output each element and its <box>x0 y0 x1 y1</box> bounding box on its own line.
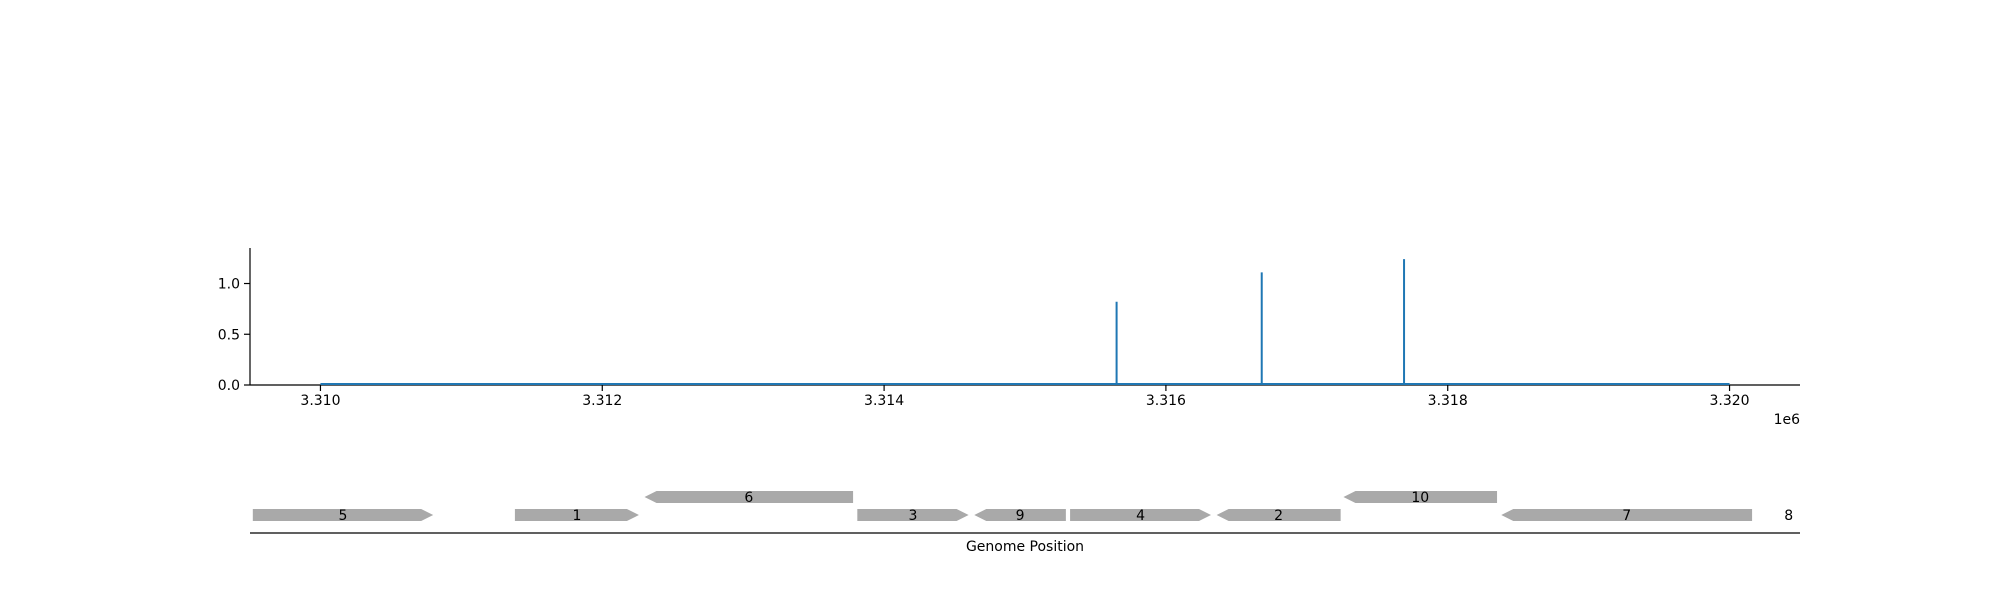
gene-arrow <box>974 509 1066 521</box>
x-axis-offset-label: 1e6 <box>1774 412 1801 428</box>
gene-label: 9 <box>1016 508 1025 524</box>
gene-map: 5 1 6 3 9 4 2 10 7 8 Genome Position <box>250 490 1800 555</box>
gene-label: 6 <box>744 490 753 506</box>
gene-label: 3 <box>909 508 918 524</box>
gene-label: 2 <box>1274 508 1283 524</box>
x-tick-label: 3.320 <box>1709 393 1749 409</box>
gene-arrow <box>1343 491 1498 503</box>
gene-label: 7 <box>1622 508 1631 524</box>
x-tick-label: 3.310 <box>300 393 340 409</box>
gene-label: 1 <box>572 508 581 524</box>
gene-label: 10 <box>1411 490 1429 506</box>
signal-plot: 0.0 0.5 1.0 3.310 3.312 3.314 3.316 3.318 3.320… <box>218 248 1800 428</box>
gene-label: 5 <box>339 508 348 524</box>
gene-arrow <box>252 509 434 521</box>
gene-arrows: 5 1 6 3 9 4 2 10 7 8 <box>252 490 1793 524</box>
gene-arrow <box>1070 509 1211 521</box>
gene-arrow <box>644 491 854 503</box>
gene-arrow <box>1216 509 1341 521</box>
x-tick-label: 3.314 <box>864 393 904 409</box>
y-axis-ticks: 0.0 0.5 1.0 <box>218 277 250 394</box>
y-tick-label: 0.5 <box>218 327 240 343</box>
x-tick-label: 3.316 <box>1146 393 1186 409</box>
gene-label: 4 <box>1136 508 1145 524</box>
y-tick-label: 1.0 <box>218 277 240 293</box>
y-tick-label: 0.0 <box>218 378 240 394</box>
gene-arrow <box>857 509 969 521</box>
x-tick-label: 3.312 <box>582 393 622 409</box>
gene-map-x-label: Genome Position <box>966 539 1084 555</box>
gene-arrow <box>1501 509 1753 521</box>
gene-label: 8 <box>1784 508 1793 524</box>
gene-arrow <box>514 509 639 521</box>
x-axis-ticks: 3.310 3.312 3.314 3.316 3.318 3.320 <box>300 385 1750 409</box>
signal-spikes <box>1115 259 1406 385</box>
x-tick-label: 3.318 <box>1428 393 1468 409</box>
